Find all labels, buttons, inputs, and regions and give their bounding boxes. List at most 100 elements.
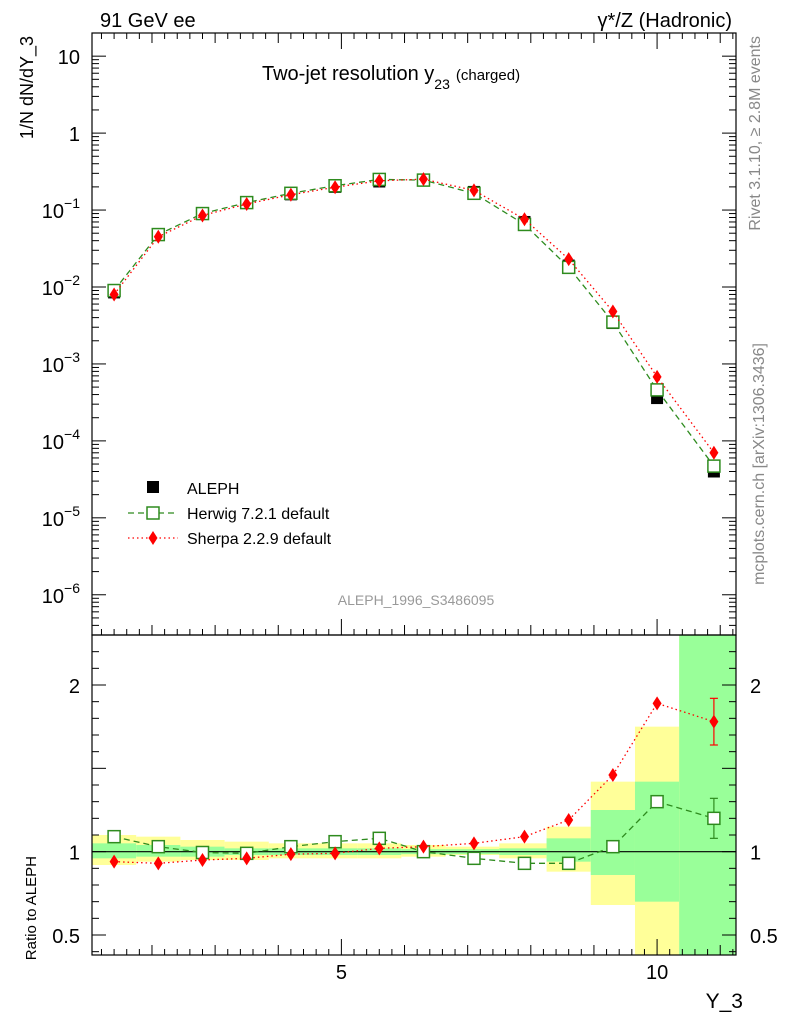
main-herwig-point [650, 383, 664, 397]
ratio-sherpa-point [652, 696, 662, 711]
main-sherpa-point [242, 196, 252, 211]
ratio-y-tick-label: 1 [69, 843, 80, 865]
y-tick-label: 10−1 [42, 195, 80, 223]
main-sherpa-point [709, 445, 719, 460]
y-tick-label-base: 1 [69, 124, 80, 146]
y-tick-label-base: 10 [42, 509, 64, 531]
main-sherpa-point [519, 212, 529, 227]
ratio-y-axis-label: Ratio to ALEPH [23, 856, 40, 960]
main-sherpa-point [109, 287, 119, 302]
main-sherpa-point [652, 369, 662, 384]
ratio-y-tick-label: 2 [69, 676, 80, 698]
legend-marker-aleph [147, 481, 159, 493]
main-sherpa-point [564, 252, 574, 267]
ratio-herwig-point [707, 811, 721, 826]
main-sherpa-line [113, 178, 715, 454]
ratio-y-tick-label-right: 2 [750, 676, 761, 698]
ratio-herwig-point [151, 839, 166, 854]
ratio-sherpa-point [418, 839, 428, 854]
y-tick-label-base: 10 [42, 355, 64, 377]
main-herwig-point [707, 459, 721, 473]
y-tick-label: 10−4 [42, 426, 80, 454]
header-left: 91 GeV ee [100, 10, 196, 32]
ratio-herwig-point [650, 794, 664, 809]
ratio-band-green [679, 635, 736, 955]
main-sherpa-point [608, 304, 618, 319]
ratio-sherpa-point [564, 813, 574, 827]
y-tick-label-exp: −4 [64, 426, 80, 442]
x-axis-label: Y_3 [706, 990, 743, 1013]
ratio-bands-layer [92, 635, 736, 955]
main-herwig-line [113, 178, 715, 467]
ratio-sherpa-point [709, 714, 719, 729]
main-sherpa-point [286, 187, 296, 202]
y-tick-label-base: 10 [58, 47, 80, 69]
ratio-y-tick-label: 0.5 [52, 926, 80, 948]
chart-title: Two-jet resolution y23 (charged) [262, 63, 520, 92]
ratio-herwig-point [467, 851, 481, 866]
y-tick-label-base: 10 [42, 432, 64, 454]
ratio-sherpa-line [114, 702, 715, 864]
ratio-plot-frame [91, 634, 737, 956]
main-sherpa-point [418, 172, 428, 187]
ratio-band-green [546, 838, 591, 862]
ratio-y-tick-label-right: 1 [750, 843, 761, 865]
ratio-sherpa-point [242, 851, 252, 866]
y-tick-label: 10−3 [42, 349, 80, 377]
rivet-label: Rivet 3.1.10, ≥ 2.8M events [747, 36, 764, 231]
ratio-sherpa-point [469, 836, 479, 851]
ratio-herwig-point [561, 856, 576, 871]
ratio-herwig-point [606, 839, 620, 854]
legend: ALEPH Herwig 7.2.1 default Sherpa 2.2.9 … [128, 481, 332, 548]
y-tick-label-exp: −1 [64, 195, 80, 211]
y-tick-label: 1 [69, 124, 80, 146]
main-sherpa-point [197, 208, 207, 223]
ratio-sherpa-point [608, 768, 618, 782]
y-tick-label: 10−6 [42, 580, 80, 608]
header-right: γ*/Z (Hadronic) [598, 10, 732, 32]
series-layer [92, 172, 736, 871]
chart-title-suffix: (charged) [456, 67, 520, 84]
ratio-y-tick-label-right: 0.5 [750, 926, 778, 948]
y-tick-label: 10−2 [42, 272, 80, 300]
ratio-sherpa-point [519, 829, 529, 844]
mcplots-label: mcplots.cern.ch [arXiv:1306.3436] [751, 343, 768, 585]
y-tick-label: 10−5 [42, 503, 80, 531]
ratio-sherpa-point [374, 841, 384, 856]
ratio-herwig-point [328, 834, 342, 849]
legend-label-herwig: Herwig 7.2.1 default [187, 506, 330, 523]
ratio-sherpa-point [109, 854, 119, 869]
x-tick-label: 5 [336, 962, 347, 984]
legend-marker-herwig [146, 506, 160, 520]
y-tick-label-base: 10 [42, 201, 64, 223]
ratio-sherpa-point [153, 856, 163, 871]
ratio-herwig-point [517, 856, 532, 871]
y-tick-label-exp: −2 [64, 272, 80, 288]
ratio-sherpa-point [330, 846, 340, 861]
x-tick-label: 10 [646, 962, 668, 984]
ratio-herwig-point [107, 829, 121, 844]
y-tick-label-exp: −5 [64, 503, 80, 519]
chart-title-main: Two-jet resolution y [262, 63, 434, 85]
y-tick-label-base: 10 [42, 586, 64, 608]
main-sherpa-point [153, 229, 163, 244]
ratio-band-green [92, 843, 137, 859]
y-tick-label-exp: −3 [64, 349, 80, 365]
y-axis-label: 1/N dN/dY_3 [17, 36, 38, 139]
main-sherpa-point [330, 180, 340, 195]
ratio-sherpa-point [286, 847, 296, 862]
legend-label-sherpa: Sherpa 2.2.9 default [187, 531, 332, 548]
y-tick-label: 10 [58, 47, 80, 69]
legend-label-aleph: ALEPH [187, 481, 239, 498]
main-sherpa-point [469, 183, 479, 198]
ratio-sherpa-point [197, 853, 207, 867]
chart-title-sub: 23 [434, 76, 450, 92]
y-tick-label-base: 10 [42, 278, 64, 300]
main-sherpa-point [374, 173, 384, 188]
y-tick-label-exp: −6 [64, 580, 80, 596]
analysis-label: ALEPH_1996_S3486095 [338, 592, 495, 608]
ratio-herwig-line [113, 800, 715, 864]
legend-marker-sherpa [148, 531, 158, 545]
